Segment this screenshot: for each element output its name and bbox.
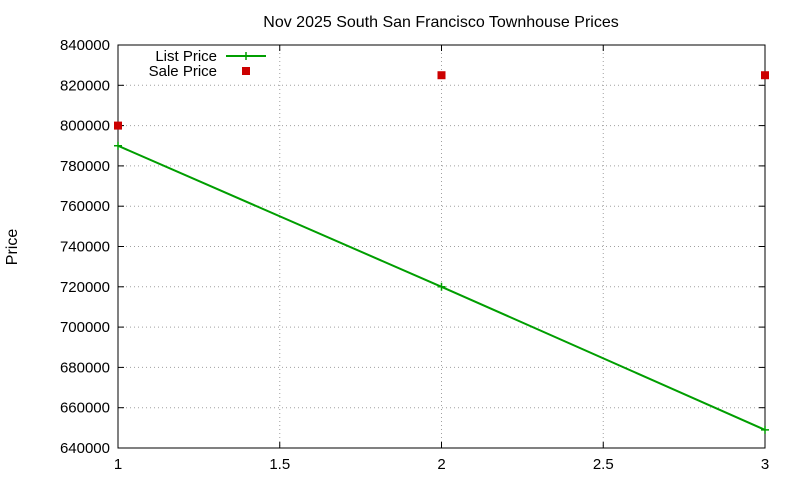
y-tick-label: 680000 <box>60 359 110 376</box>
sale-price-point <box>437 71 446 80</box>
x-tick-label: 1.5 <box>269 456 290 473</box>
chart-title: Nov 2025 South San Francisco Townhouse P… <box>263 14 618 31</box>
legend-label: List Price <box>155 48 217 65</box>
list-price-point <box>761 425 769 434</box>
x-tick-label: 2 <box>437 456 445 473</box>
tick-layer: 640000 660000 680000 700000 720000 740000 7600… <box>60 37 769 473</box>
list-price-point <box>114 141 122 150</box>
sale-price-series <box>114 71 769 130</box>
y-tick-label: 660000 <box>60 400 110 417</box>
y-tick-label: 800000 <box>60 118 110 135</box>
sale-price-point <box>114 121 122 130</box>
plot-frame <box>117 44 766 449</box>
legend-label: Sale Price <box>149 63 217 80</box>
y-tick-label: 780000 <box>60 158 110 175</box>
y-tick-label: 740000 <box>60 239 110 256</box>
y-tick-label: 820000 <box>60 77 110 94</box>
list-price-series <box>114 141 769 434</box>
sale-price-point <box>761 71 769 80</box>
list-price-point <box>437 282 446 291</box>
y-tick-label: 640000 <box>60 440 110 457</box>
legend-swatch-marker <box>242 52 250 60</box>
x-tick-label: 2.5 <box>593 456 614 473</box>
y-tick-label: 760000 <box>60 198 110 215</box>
x-tick-label: 1 <box>114 456 122 473</box>
y-tick-label: 700000 <box>60 319 110 336</box>
series-layer <box>114 71 769 434</box>
y-axis-label: Price <box>4 229 21 266</box>
legend-swatch-marker <box>242 67 250 75</box>
y-tick-label: 840000 <box>60 37 110 54</box>
y-tick-label: 720000 <box>60 279 110 296</box>
x-tick-label: 3 <box>761 456 769 473</box>
